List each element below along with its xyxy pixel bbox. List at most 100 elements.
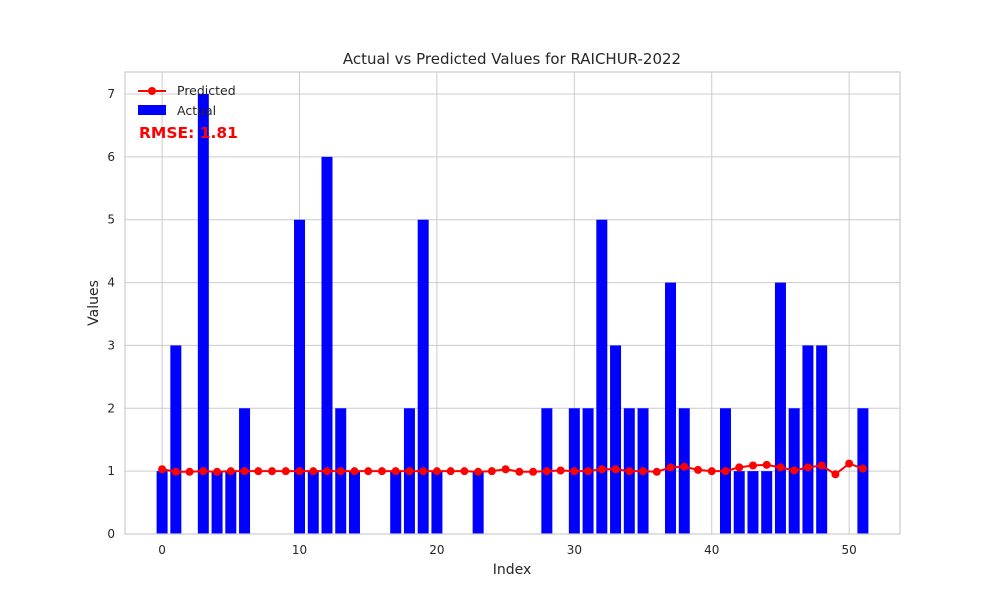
predicted-point: [281, 467, 290, 476]
x-tick-label: 40: [704, 543, 719, 557]
actual-bar: [802, 345, 814, 534]
actual-bar: [678, 408, 690, 534]
actual-bar: [596, 219, 608, 534]
predicted-point: [721, 467, 730, 476]
actual-bar: [170, 345, 182, 534]
actual-bar: [665, 282, 677, 534]
predicted-point: [735, 463, 744, 472]
legend-actual-label: Actual: [177, 103, 216, 118]
predicted-point: [556, 466, 565, 475]
predicted-point: [213, 467, 222, 476]
predicted-point: [419, 467, 428, 476]
actual-bar: [472, 471, 484, 534]
predicted-point: [268, 467, 277, 476]
y-tick-labels: 0 1 2 3 4 5 6 7: [107, 87, 115, 541]
x-tick-label: 50: [842, 543, 857, 557]
plot-frame: [124, 71, 901, 535]
actual-bar: [294, 219, 306, 534]
actual-bar: [761, 471, 773, 534]
actual-bar: [321, 156, 333, 534]
actual-bar: [610, 345, 622, 534]
plot-background: [125, 72, 900, 534]
predicted-point: [515, 467, 524, 476]
predicted-point: [584, 467, 593, 476]
predicted-point: [625, 467, 634, 476]
predicted-point: [322, 467, 331, 476]
predicted-point: [501, 465, 510, 474]
actual-bar: [348, 471, 360, 534]
y-tick-label: 6: [107, 150, 115, 164]
predicted-point: [171, 467, 180, 476]
y-tick-label: 3: [107, 338, 115, 352]
y-tick-label: 2: [107, 401, 115, 415]
predicted-point: [226, 467, 235, 476]
x-tick-label: 10: [292, 543, 307, 557]
actual-bar: [156, 471, 168, 534]
x-tick-labels: 0 10 20 30 40 50: [158, 543, 857, 557]
predicted-point: [776, 463, 785, 472]
y-tick-label: 4: [107, 276, 115, 290]
predicted-point: [309, 467, 318, 476]
predicted-point: [748, 461, 757, 470]
actual-bar: [197, 94, 209, 534]
predicted-point: [680, 462, 689, 471]
predicted-point: [487, 467, 496, 476]
predicted-point: [158, 465, 167, 474]
actual-bar: [431, 471, 443, 534]
predicted-point: [391, 467, 400, 476]
predicted-point: [405, 467, 414, 476]
actual-bar: [417, 219, 429, 534]
predicted-point: [652, 467, 661, 476]
rmse-annotation: RMSE: 1.81: [139, 124, 238, 142]
predicted-point: [240, 467, 249, 476]
predicted-point: [254, 467, 263, 476]
x-axis-label: Index: [493, 562, 532, 578]
predicted-point: [474, 467, 483, 476]
predicted-point: [611, 465, 620, 474]
y-tick-label: 0: [107, 527, 115, 541]
predicted-series-line: [161, 462, 864, 476]
predicted-point: [377, 467, 386, 476]
predicted-point: [666, 463, 675, 472]
predicted-point: [831, 470, 840, 479]
predicted-point: [350, 467, 359, 476]
legend: Predicted Actual: [138, 83, 236, 118]
chart-title: Actual vs Predicted Values for RAICHUR-2…: [343, 50, 681, 68]
predicted-point: [460, 467, 469, 476]
predicted-point: [597, 465, 606, 474]
actual-bar: [225, 471, 237, 534]
predicted-point: [446, 467, 455, 476]
predicted-point: [845, 459, 854, 468]
x-tick-label: 0: [158, 543, 166, 557]
actual-bar: [816, 345, 828, 534]
actual-bar: [747, 471, 759, 534]
predicted-point: [364, 467, 373, 476]
predicted-point: [529, 467, 538, 476]
predicted-line: [158, 459, 867, 479]
actual-bar: [774, 282, 786, 534]
predicted-point: [707, 467, 716, 476]
predicted-point: [694, 465, 703, 474]
predicted-point: [336, 467, 345, 476]
predicted-point: [639, 467, 648, 476]
predicted-point: [858, 464, 867, 473]
predicted-point: [570, 467, 579, 476]
predicted-point: [803, 463, 812, 472]
predicted-point: [542, 467, 551, 476]
actual-bar: [733, 471, 745, 534]
legend-actual-swatch: [138, 105, 166, 115]
predicted-point: [817, 461, 826, 470]
predicted-point: [199, 467, 208, 476]
legend-predicted-label: Predicted: [177, 83, 236, 98]
legend-predicted-marker: [148, 87, 156, 95]
actual-bar: [307, 471, 319, 534]
predicted-point: [762, 460, 771, 469]
actual-bar: [211, 471, 223, 534]
y-axis-label: Values: [86, 280, 102, 326]
y-tick-label: 5: [107, 213, 115, 227]
y-tick-label: 1: [107, 464, 115, 478]
predicted-point: [295, 467, 304, 476]
predicted-point: [790, 466, 799, 475]
actual-bar: [390, 471, 402, 534]
